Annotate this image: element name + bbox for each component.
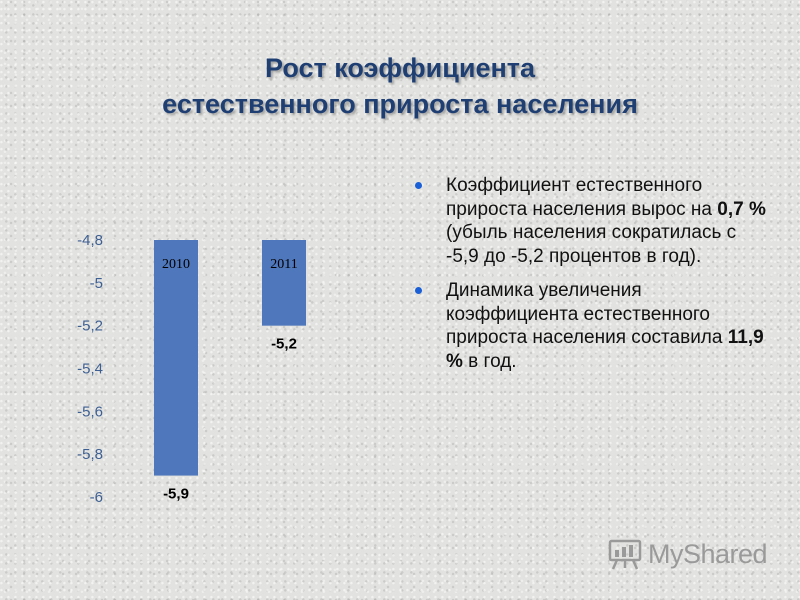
bar-chart: -4,8 -5 -5,2 -5,4 -5,6 -5,8 -6 2010 -5,9 2011 -5,… — [77, 232, 306, 506]
watermark-text: MyShared — [648, 538, 768, 569]
bars: 2010 -5,9 2011 -5,2 — [154, 240, 306, 503]
y-axis: -4,8 -5 -5,2 -5,4 -5,6 -5,8 -6 — [77, 232, 103, 506]
data-label-2011: -5,2 — [271, 336, 297, 353]
myshared-watermark-link[interactable]: MyShared — [608, 534, 768, 574]
bullet-dot-icon — [415, 287, 422, 294]
y-tick-label: -4,8 — [77, 232, 103, 249]
slide-title-line-1: Рост коэффициента — [264, 53, 536, 83]
y-tick-label: -5 — [90, 275, 103, 292]
bullet-1-text-start: Коэффициент естественного прироста насел… — [446, 175, 718, 220]
slide-title: Рост коэффициента естественного прироста… — [0, 50, 800, 122]
bullet-item-1: Коэффициент естественного прироста насел… — [412, 174, 772, 268]
bullet-item-2: Динамика увеличения коэффициента естеств… — [412, 279, 772, 373]
bullet-dot-icon — [415, 182, 422, 189]
category-label-2011: 2011 — [270, 257, 297, 272]
y-tick-label: -5,2 — [77, 318, 103, 335]
y-tick-label: -6 — [90, 489, 103, 506]
bullet-1-value: 0,7 % — [717, 198, 766, 220]
bar-2011 — [262, 240, 306, 326]
bar-2010 — [154, 240, 198, 476]
slide-title-line-2: естественного прироста населения — [162, 89, 638, 119]
bullet-2-text-start: Динамика увеличения коэффициента естеств… — [446, 280, 728, 348]
y-tick-label: -5,8 — [77, 446, 103, 463]
y-tick-label: -5,6 — [77, 403, 103, 420]
bullet-list: Коэффициент естественного прироста насел… — [412, 174, 772, 384]
presentation-board-icon — [608, 539, 642, 570]
bullet-2-value: 11,9 % — [446, 327, 764, 372]
y-tick-label: -5,4 — [77, 361, 103, 378]
bullet-2-text-end: в год. — [462, 350, 517, 372]
category-label-2010: 2010 — [162, 257, 190, 272]
bullet-1-text-end: (убыль населения сократилась с -5,9 до -… — [446, 222, 737, 267]
data-label-2010: -5,9 — [163, 486, 189, 503]
